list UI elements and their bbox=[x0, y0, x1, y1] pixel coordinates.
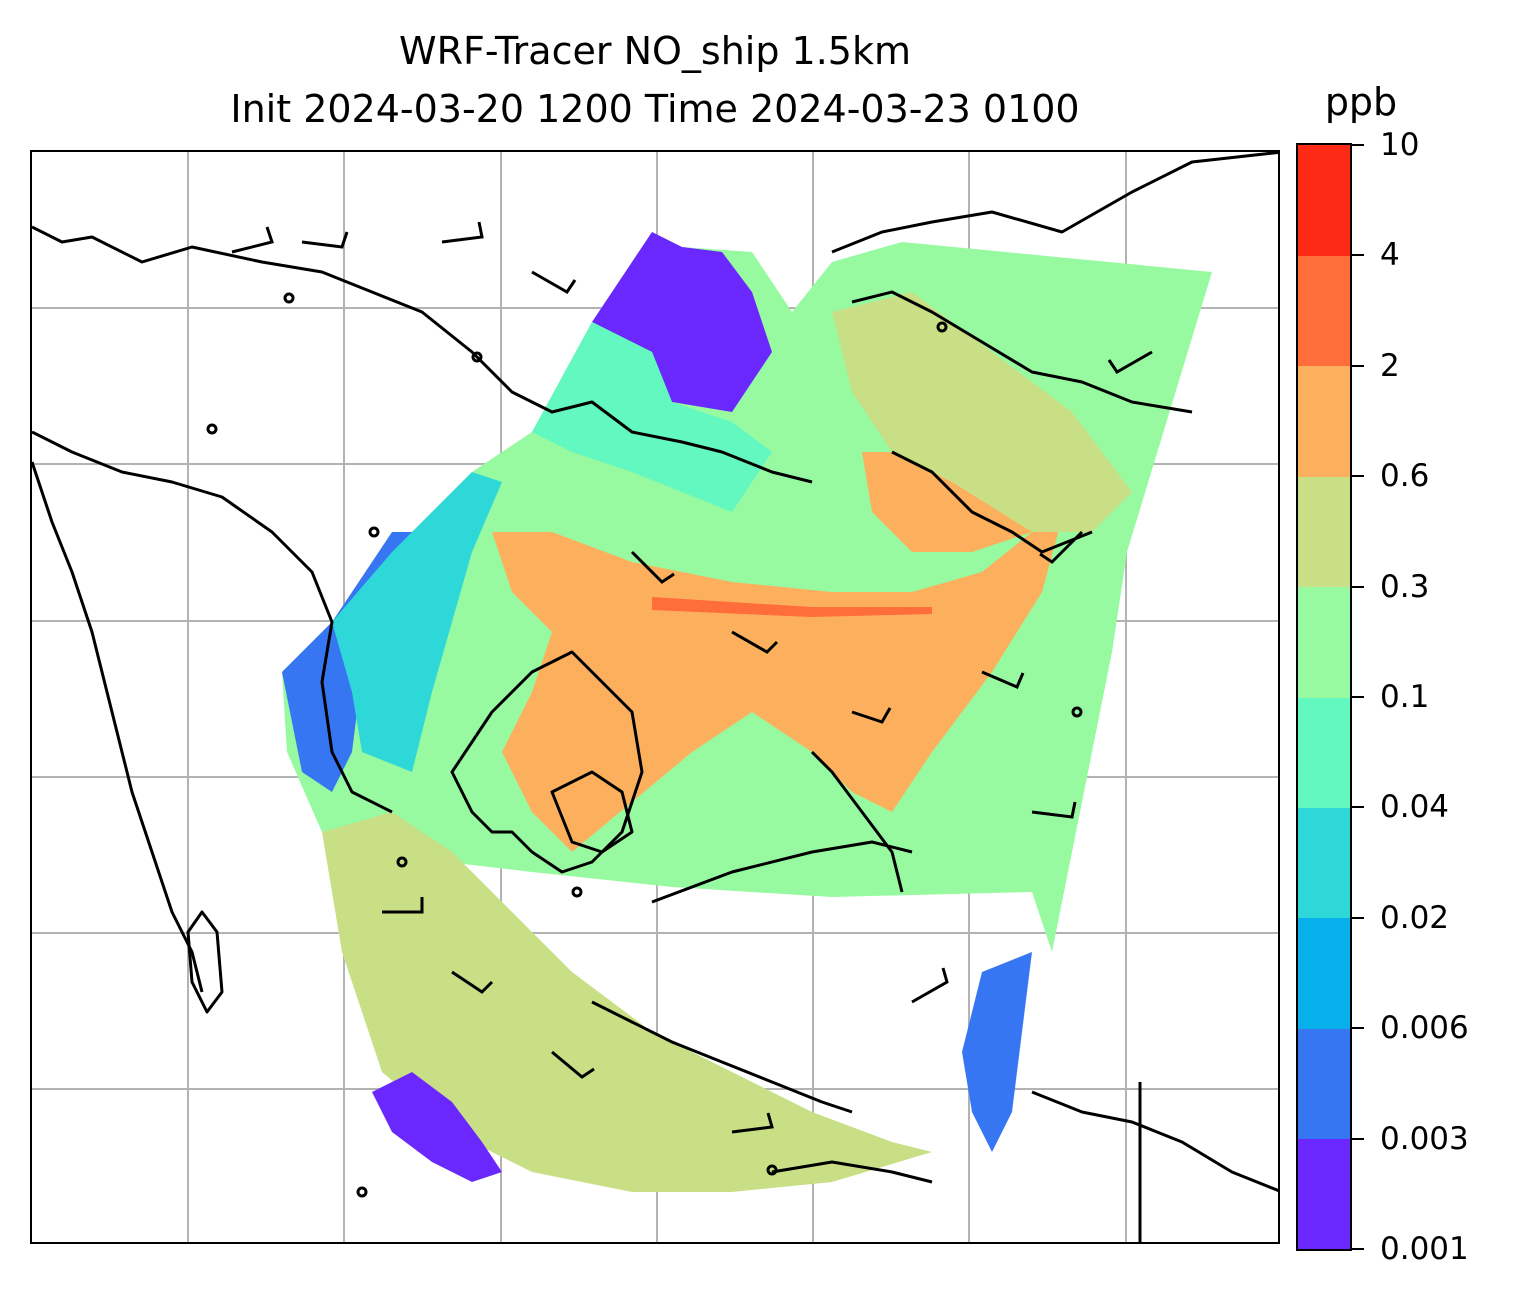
colorbar-segment bbox=[1298, 255, 1350, 367]
colorbar-tick bbox=[1352, 144, 1364, 146]
field-red-streak bbox=[652, 597, 932, 617]
colorbar-tick-label: 0.02 bbox=[1380, 899, 1450, 936]
field-olive-south bbox=[322, 812, 932, 1192]
colorbar bbox=[1296, 143, 1352, 1251]
colorbar-tick bbox=[1352, 1248, 1364, 1250]
colorbar-tick-label: 4 bbox=[1380, 237, 1400, 274]
colorbar-segment bbox=[1298, 1138, 1350, 1249]
colorbar-tick bbox=[1352, 806, 1364, 809]
colorbar-tick-label: 0.1 bbox=[1380, 679, 1430, 715]
colorbar-tick bbox=[1352, 1137, 1364, 1140]
map-title-line2: Init 2024-03-20 1200 Time 2024-03-23 010… bbox=[230, 87, 1080, 131]
colorbar-segment bbox=[1298, 917, 1350, 1029]
colorbar-tick-label: 0.001 bbox=[1380, 1231, 1469, 1267]
field-east-blue bbox=[962, 952, 1032, 1152]
colorbar-segment bbox=[1298, 145, 1350, 256]
colorbar-segment bbox=[1298, 807, 1350, 919]
map-title-line1: WRF-Tracer NO_ship 1.5km bbox=[399, 29, 911, 73]
colorbar-tick bbox=[1352, 364, 1364, 367]
colorbar-tick bbox=[1352, 916, 1364, 919]
colorbar-tick-label: 10 bbox=[1380, 127, 1420, 163]
field-west-cyan bbox=[332, 472, 502, 772]
calm-markers bbox=[206, 292, 1083, 1198]
field-southwest-purple bbox=[372, 1072, 502, 1182]
colorbar-tick bbox=[1352, 254, 1364, 257]
colorbar-tick bbox=[1352, 1027, 1364, 1030]
colorbar-tick bbox=[1352, 696, 1364, 698]
coastlines bbox=[32, 152, 1278, 1242]
colorbar-tick bbox=[1352, 475, 1364, 478]
colorbar-segment bbox=[1298, 1028, 1350, 1140]
field-orange-core bbox=[492, 482, 1072, 852]
field-northwest-purple bbox=[592, 232, 772, 412]
field-north-cyan bbox=[532, 322, 772, 512]
colorbar-segment bbox=[1298, 586, 1350, 698]
colorbar-segment bbox=[1298, 365, 1350, 477]
tracer-field bbox=[282, 232, 1212, 1192]
colorbar-segment bbox=[1298, 697, 1350, 808]
colorbar-tick-label: 0.6 bbox=[1380, 458, 1430, 495]
colorbar-tick-label: 0.006 bbox=[1380, 1010, 1469, 1047]
field-orange-north bbox=[862, 452, 1032, 552]
colorbar-tick-label: 0.3 bbox=[1380, 568, 1430, 605]
map-panel[interactable] bbox=[30, 150, 1280, 1244]
colorbar-tick-label: 0.003 bbox=[1380, 1120, 1469, 1157]
colorbar-tick-label: 0.04 bbox=[1380, 789, 1450, 826]
field-olive-north bbox=[832, 292, 1132, 532]
map-canvas bbox=[32, 152, 1278, 1242]
colorbar-tick-label: 2 bbox=[1380, 347, 1400, 384]
colorbar-segment bbox=[1298, 476, 1350, 588]
colorbar-units: ppb bbox=[1324, 80, 1398, 124]
wind-barbs bbox=[231, 221, 1153, 1134]
colorbar-tick bbox=[1352, 585, 1364, 588]
